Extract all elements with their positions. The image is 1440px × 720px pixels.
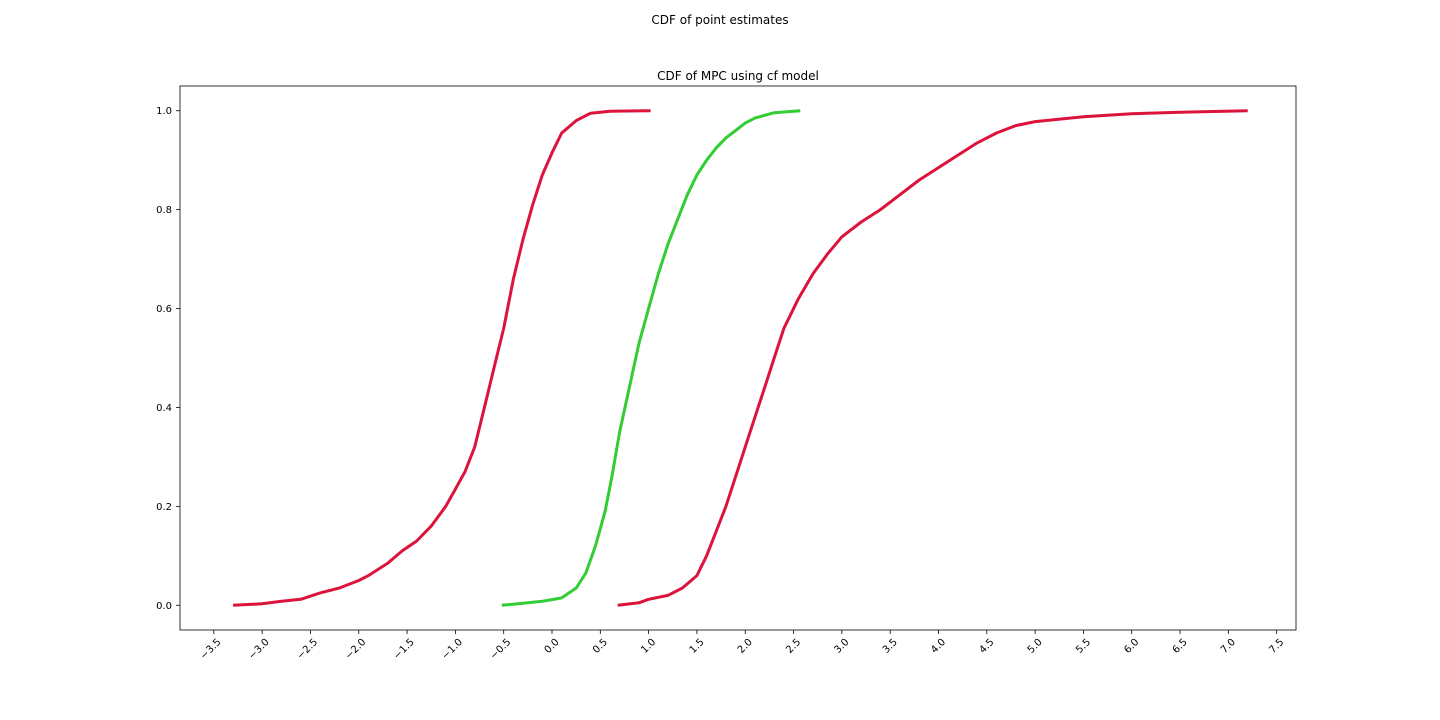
y-tick-label: 1.0 <box>156 106 172 117</box>
x-tick-label: 4.5 <box>977 637 996 656</box>
axes-frame <box>179 85 1297 631</box>
x-tick-label: −2.0 <box>343 637 368 662</box>
series-layer <box>233 109 1248 607</box>
x-tick-label: −1.5 <box>392 637 417 662</box>
y-tick-label: 0.2 <box>156 502 172 513</box>
x-tick-label: −3.5 <box>199 637 224 662</box>
x-axis: −3.5 −3.0 −2.5 −2.0 −1.5 −1.0 −0.5 0.0 0.5 1.0 1.5… <box>199 630 1286 662</box>
x-tick-label: 4.0 <box>929 637 948 656</box>
series-line-3 <box>617 109 1248 607</box>
y-axis: 0.0 0.2 0.4 0.6 0.8 1.0 <box>156 106 180 612</box>
series-line-2 <box>501 109 801 607</box>
x-tick-label: 6.5 <box>1171 637 1190 656</box>
x-tick-label: 6.0 <box>1122 637 1141 656</box>
x-tick-label: 2.5 <box>784 637 803 656</box>
x-tick-label: 0.5 <box>591 637 610 656</box>
x-tick-label: 5.5 <box>1074 637 1093 656</box>
x-tick-label: 5.0 <box>1026 637 1045 656</box>
x-tick-label: 7.0 <box>1219 637 1238 656</box>
x-tick-label: −3.0 <box>247 637 272 662</box>
x-tick-label: 3.5 <box>881 637 900 656</box>
x-tick-label: 1.5 <box>688 637 707 656</box>
y-tick-label: 0.8 <box>156 205 172 216</box>
x-tick-label: −0.5 <box>488 637 513 662</box>
y-tick-label: 0.4 <box>156 403 172 414</box>
x-tick-label: −2.5 <box>295 637 320 662</box>
plot-area: −3.5 −3.0 −2.5 −2.0 −1.5 −1.0 −0.5 0.0 0.5 1.0 1.5… <box>156 85 1297 662</box>
chart-title: CDF of MPC using cf model <box>657 69 819 83</box>
x-tick-label: 0.0 <box>543 637 562 656</box>
figure-suptitle: CDF of point estimates <box>651 13 788 27</box>
x-tick-label: 1.0 <box>639 637 658 656</box>
series-line-1 <box>233 109 651 607</box>
y-tick-label: 0.6 <box>156 304 172 315</box>
x-tick-label: 7.5 <box>1267 637 1286 656</box>
x-tick-label: 3.0 <box>832 637 851 656</box>
x-tick-label: 2.0 <box>736 637 755 656</box>
x-tick-label: −1.0 <box>440 637 465 662</box>
y-tick-label: 0.0 <box>156 601 172 612</box>
